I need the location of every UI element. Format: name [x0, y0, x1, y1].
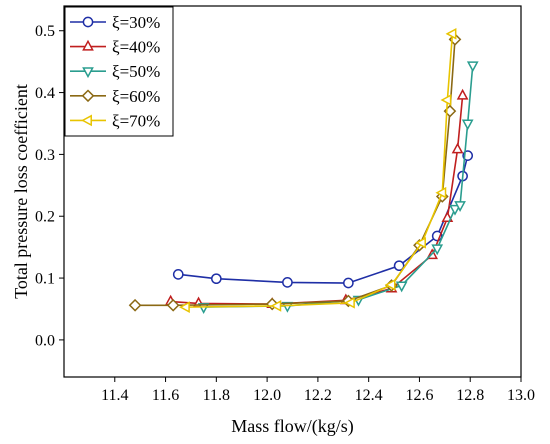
data-point — [197, 303, 210, 314]
legend-label: ξ=30% — [112, 13, 160, 32]
axes-layer: 11.4 11.6 11.8 12.0 12.2 12.4 12.6 12.8 13.0 0.0 0… — [35, 23, 535, 404]
x-tick-label: 11.4 — [101, 387, 128, 404]
y-tick-label: 0.2 — [35, 209, 55, 226]
legend: ξ=30% ξ=40% ξ=50% ξ=60% ξ=70% — [64, 6, 174, 137]
data-point — [456, 88, 469, 100]
legend-marker — [82, 16, 94, 28]
y-axis-title: Total pressure loss coefficient — [11, 84, 31, 299]
series-line — [185, 33, 454, 308]
x-tick-label: 13.0 — [507, 387, 535, 404]
data-point — [282, 277, 293, 288]
legend-label: ξ=50% — [112, 62, 160, 81]
series-line — [178, 155, 469, 284]
x-axis-title: Mass flow/(kg/s) — [231, 416, 354, 437]
legend-label: ξ=60% — [112, 87, 160, 106]
legend-marker — [82, 67, 94, 79]
data-point — [344, 296, 355, 309]
data-point — [395, 281, 408, 293]
x-tick-label: 11.6 — [152, 387, 179, 404]
legend-marker — [81, 89, 95, 103]
legend-marker — [82, 39, 94, 51]
data-point — [440, 94, 452, 106]
data-point — [449, 204, 461, 216]
legend-item: ξ=50% — [70, 62, 160, 81]
data-point — [415, 236, 426, 249]
legend-marker — [81, 114, 92, 127]
x-tick-label: 12.2 — [304, 387, 332, 404]
data-point — [178, 301, 190, 313]
data-point — [166, 298, 180, 312]
y-tick-label: 0.4 — [35, 85, 55, 102]
y-tick-label: 0.1 — [35, 271, 55, 288]
legend-label: ξ=40% — [112, 38, 160, 57]
data-point — [210, 273, 222, 285]
data-point — [461, 119, 474, 131]
series-0 — [172, 150, 474, 289]
legend-item: ξ=60% — [70, 87, 160, 106]
data-point — [172, 269, 184, 280]
data-point — [454, 201, 466, 212]
data-point — [393, 260, 405, 272]
data-point — [384, 279, 396, 291]
x-tick-label: 12.6 — [405, 387, 433, 404]
y-tick-label: 0.5 — [35, 23, 55, 40]
x-tick-label: 12.0 — [253, 387, 281, 404]
data-point — [435, 186, 447, 199]
y-tick-label: 0.0 — [35, 332, 55, 349]
legend-item: ξ=40% — [70, 38, 160, 57]
data-point — [451, 142, 464, 154]
data-point — [128, 298, 142, 312]
legend-item: ξ=30% — [70, 13, 160, 32]
x-tick-label: 12.4 — [355, 387, 383, 404]
data-point — [431, 244, 444, 256]
plot-frame — [63, 5, 522, 378]
x-tick-label: 11.8 — [203, 387, 230, 404]
data-point — [343, 277, 354, 289]
data-point — [265, 297, 279, 311]
data-point — [270, 300, 282, 312]
y-tick-label: 0.3 — [35, 147, 55, 164]
series-layer — [128, 27, 479, 314]
legend-item: ξ=70% — [70, 111, 160, 130]
x-tick-label: 12.8 — [456, 387, 484, 404]
data-point — [466, 61, 479, 73]
data-point — [445, 27, 457, 40]
series-4 — [178, 27, 457, 313]
legend-label: ξ=70% — [112, 111, 160, 130]
